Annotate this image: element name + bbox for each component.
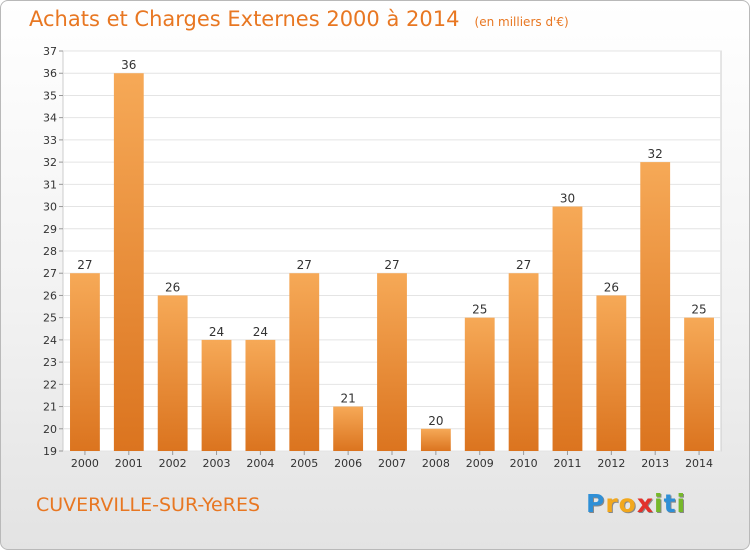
data-label-2011: 30 xyxy=(560,192,575,206)
data-label-2000: 27 xyxy=(77,258,92,272)
data-label-2003: 24 xyxy=(209,325,224,339)
x-tick-label-2006: 2006 xyxy=(334,457,362,470)
y-tick-label: 24 xyxy=(43,334,57,347)
y-tick-label: 33 xyxy=(43,134,57,147)
bar-2000 xyxy=(70,273,100,451)
x-tick-label-2002: 2002 xyxy=(159,457,187,470)
bar-2002 xyxy=(157,295,188,451)
brand-letter: x xyxy=(636,489,654,518)
x-tick-label-2009: 2009 xyxy=(466,457,494,470)
data-label-2009: 25 xyxy=(472,303,487,317)
y-tick-label: 37 xyxy=(43,45,57,58)
data-label-2002: 26 xyxy=(165,280,180,294)
x-tick-label-2010: 2010 xyxy=(510,457,538,470)
x-tick-label-2005: 2005 xyxy=(290,457,318,470)
bar-2013 xyxy=(640,162,671,451)
x-tick-label-2012: 2012 xyxy=(597,457,625,470)
y-tick-label: 22 xyxy=(43,378,57,391)
x-tick-label-2003: 2003 xyxy=(203,457,231,470)
data-label-2008: 20 xyxy=(428,414,443,428)
data-label-2007: 27 xyxy=(384,258,399,272)
bar-2010 xyxy=(508,273,539,451)
bar-2008 xyxy=(420,428,451,451)
bar-2014 xyxy=(684,317,714,451)
title-block: Achats et Charges Externes 2000 à 2014 (… xyxy=(29,7,569,31)
brand-letter: i xyxy=(676,489,687,518)
y-tick-label: 21 xyxy=(43,401,57,414)
data-label-2005: 27 xyxy=(297,258,312,272)
chart-title: Achats et Charges Externes 2000 à 2014 xyxy=(29,7,460,31)
y-tick-label: 32 xyxy=(43,156,57,169)
data-label-2013: 32 xyxy=(648,147,663,161)
x-tick-label-2013: 2013 xyxy=(641,457,669,470)
y-tick-label: 28 xyxy=(43,245,57,258)
y-tick-label: 36 xyxy=(43,67,57,80)
y-tick-label: 20 xyxy=(43,423,57,436)
x-tick-label-2014: 2014 xyxy=(685,457,713,470)
brand-letter: P xyxy=(586,489,606,518)
brand-letter: o xyxy=(618,489,637,518)
x-tick-label-2004: 2004 xyxy=(246,457,274,470)
bar-2001 xyxy=(113,73,144,451)
bar-2011 xyxy=(552,206,583,451)
y-tick-label: 34 xyxy=(43,112,57,125)
bar-2006 xyxy=(333,406,364,451)
x-tick-label-2008: 2008 xyxy=(422,457,450,470)
y-axis: 19 20 21 22 23 24 25 26 27 28 29 30 31 32 33 34 35 36 37 xyxy=(43,45,63,458)
x-axis: 2000 2001 2002 2003 2004 2005 2006 2007 2008 2009… xyxy=(71,451,713,470)
bar-2009 xyxy=(464,317,495,451)
brand-letter: r xyxy=(605,489,619,518)
bar-2004 xyxy=(245,339,276,451)
y-tick-label: 25 xyxy=(43,312,57,325)
data-label-2001: 36 xyxy=(121,58,136,72)
data-label-2014: 25 xyxy=(691,303,706,317)
brand-letter: i xyxy=(654,489,664,518)
bar-2005 xyxy=(289,273,320,451)
y-tick-label: 23 xyxy=(43,356,57,369)
bar-layer: 27 36 26 24 24 27 21 27 20 25 27 30 26 32 25 xyxy=(70,58,714,451)
data-label-2004: 24 xyxy=(253,325,268,339)
x-tick-label-2000: 2000 xyxy=(71,457,99,470)
data-label-2006: 21 xyxy=(340,392,355,406)
brand-letter: t xyxy=(663,489,677,518)
y-tick-label: 19 xyxy=(43,445,57,458)
y-tick-label: 26 xyxy=(43,289,57,302)
x-tick-label-2007: 2007 xyxy=(378,457,406,470)
bar-2007 xyxy=(377,273,407,451)
chart-subtitle: (en milliers d'€) xyxy=(474,15,569,29)
y-tick-label: 31 xyxy=(43,178,57,191)
place-name: CUVERVILLE-SUR-YeRES xyxy=(36,494,261,516)
proxiti-logo: Proxiti xyxy=(586,489,686,518)
y-tick-label: 30 xyxy=(43,201,57,214)
x-tick-label-2001: 2001 xyxy=(115,457,143,470)
bar-2003 xyxy=(201,339,232,451)
y-tick-label: 35 xyxy=(43,89,57,102)
data-label-2012: 26 xyxy=(604,280,619,294)
data-label-2010: 27 xyxy=(516,258,531,272)
x-tick-label-2011: 2011 xyxy=(553,457,581,470)
y-tick-label: 27 xyxy=(43,267,57,280)
bar-2012 xyxy=(596,295,627,451)
y-tick-label: 29 xyxy=(43,223,57,236)
